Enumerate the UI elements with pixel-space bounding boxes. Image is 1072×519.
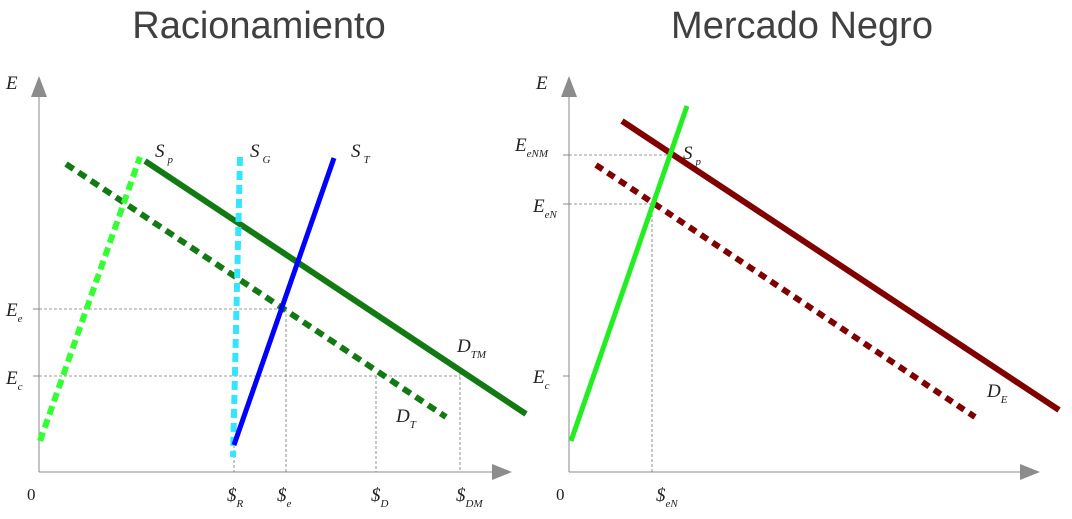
curve-dtm	[143, 158, 528, 417]
curve-sp-right	[568, 105, 690, 442]
right-xtick-en: $eN	[656, 485, 678, 510]
curve-dt	[64, 161, 448, 420]
left-origin-label: 0	[27, 485, 36, 504]
label-dtm: DTM	[456, 336, 487, 361]
left-ytick-ec: Ec	[5, 368, 23, 393]
left-xtick-r: $R	[227, 485, 244, 510]
left-panel: Racionamiento E 0 Ee Ec $R $e $D $DM	[5, 5, 528, 510]
curve-de	[620, 118, 1061, 413]
left-xtick-d: $D	[371, 485, 389, 510]
right-title: Mercado Negro	[671, 5, 933, 47]
left-y-arrow-icon	[31, 76, 47, 97]
label-de: DE	[986, 381, 1008, 406]
curve-sg	[230, 156, 243, 458]
right-x-arrow-icon	[1020, 464, 1040, 480]
right-origin-label: 0	[556, 485, 565, 504]
curve-de-dotted	[594, 162, 977, 420]
right-y-axis-label: E	[535, 73, 548, 94]
left-xtick-dm: $DM	[456, 485, 483, 510]
curve-st	[231, 157, 337, 446]
right-ytick-en: EeN	[532, 196, 557, 221]
left-x-arrow-icon	[492, 464, 512, 480]
left-y-axis-label: E	[5, 73, 18, 94]
left-title: Racionamiento	[132, 5, 385, 47]
label-dt: DT	[395, 406, 417, 431]
right-ytick-ec: Ec	[532, 367, 550, 392]
left-xtick-e: $e	[277, 485, 292, 510]
left-ytick-ee: Ee	[5, 300, 23, 325]
curve-sp	[37, 156, 143, 442]
right-y-arrow-icon	[561, 76, 577, 97]
right-ytick-enm: EeNM	[514, 135, 549, 160]
